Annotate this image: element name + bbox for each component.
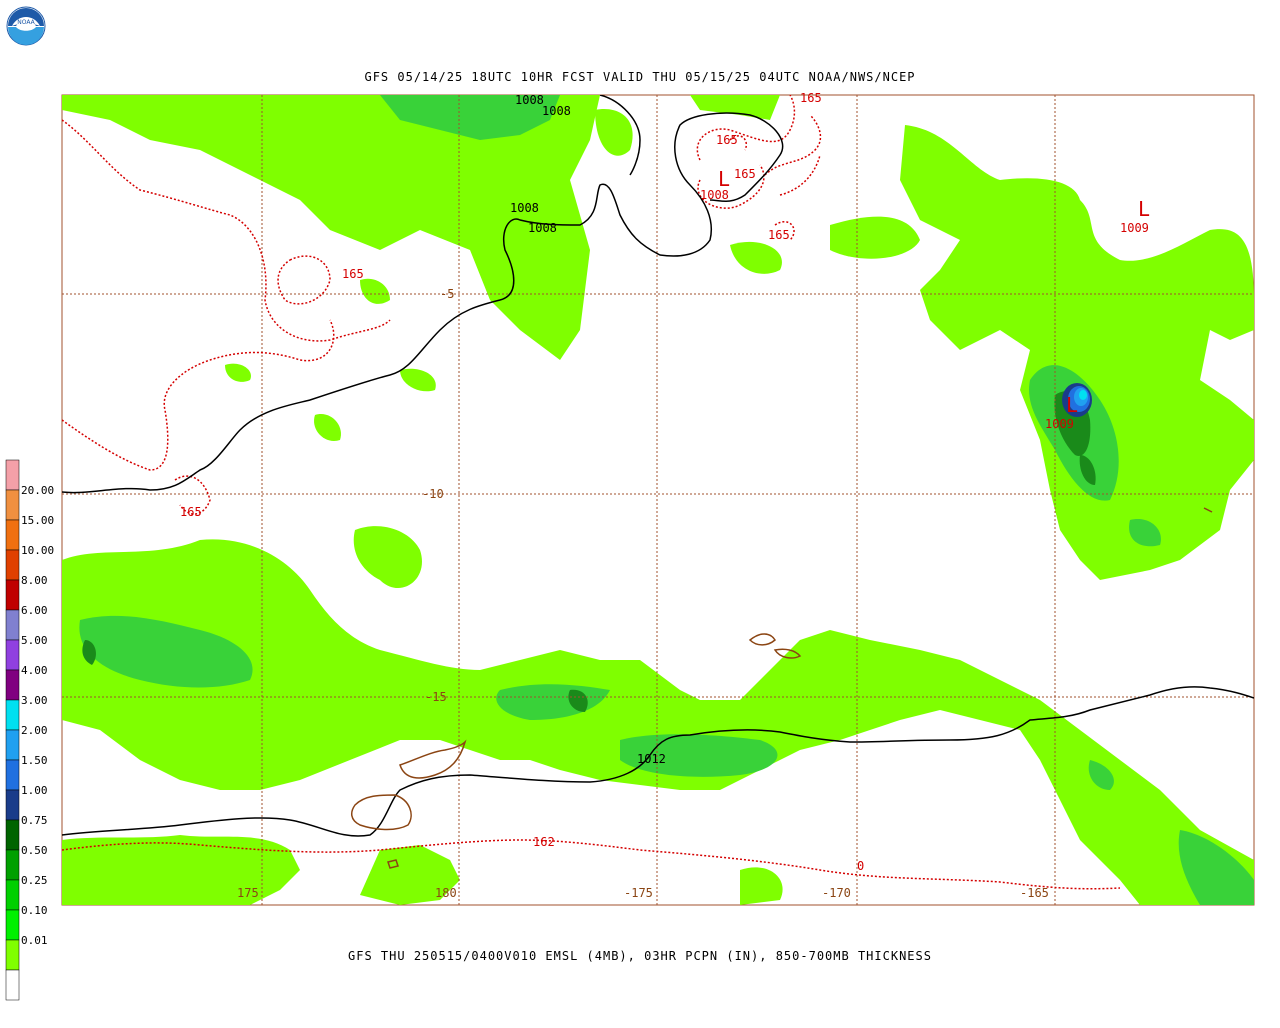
- legend-swatch: [5, 489, 20, 521]
- lat-lon-grid: [62, 95, 1254, 905]
- precip-light-area: [62, 95, 1254, 905]
- legend-swatch: [5, 549, 20, 581]
- legend-label: 0.50: [21, 844, 48, 857]
- chart-footer-title: GFS THU 250515/0400V010 EMSL (4MB), 03HR…: [348, 949, 932, 963]
- legend-swatch: [5, 969, 20, 1001]
- legend-swatch: [5, 639, 20, 671]
- legend-label: 6.00: [21, 604, 48, 617]
- low-pressure-value: 1009: [1045, 417, 1074, 431]
- legend-swatch: [5, 579, 20, 611]
- legend-label: 1.50: [21, 754, 48, 767]
- legend-swatch: [5, 759, 20, 791]
- low-pressure-marker: L: [1066, 393, 1078, 417]
- low-pressure-value: 1009: [1120, 221, 1149, 235]
- legend-label: 1.00: [21, 784, 48, 797]
- thickness-label: 165: [716, 133, 738, 147]
- low-pressure-value: 1008: [700, 188, 729, 202]
- legend-swatch: [5, 459, 20, 491]
- coastlines: [350, 507, 1213, 869]
- legend-label: 8.00: [21, 574, 48, 587]
- map-labels: -5 -10 -15 175 180 -175 -170 -165 1008 1…: [180, 91, 1150, 900]
- noaa-logo: NOAA: [6, 6, 46, 46]
- precip-legend: 20.00 15.00 10.00 8.00 6.00 5.00 4.00 3.00 2.00 1…: [5, 459, 54, 1001]
- legend-swatch: [5, 669, 20, 701]
- lat-label: -5: [440, 287, 454, 301]
- lat-label: -10: [422, 487, 444, 501]
- thickness-label: 165: [800, 91, 822, 105]
- legend-swatch: [5, 609, 20, 641]
- legend-label: 4.00: [21, 664, 48, 677]
- lon-label: -170: [822, 886, 851, 900]
- precip-mid-area: [79, 95, 1254, 905]
- legend-label: 3.00: [21, 694, 48, 707]
- thickness-label: 165: [734, 167, 756, 181]
- isobar-label: 1008: [515, 93, 544, 107]
- lon-label: -165: [1020, 886, 1049, 900]
- low-pressure-marker: L: [718, 167, 730, 191]
- legend-swatch: [5, 819, 20, 851]
- thickness-label: 165: [342, 267, 364, 281]
- legend-swatch: [5, 729, 20, 761]
- isobar-label: 1008: [542, 104, 571, 118]
- legend-label: 0.01: [21, 934, 48, 947]
- thickness-label: 0: [857, 859, 864, 873]
- legend-swatch: [5, 699, 20, 731]
- legend-swatch: [5, 789, 20, 821]
- low-pressure-marker: L: [1138, 197, 1150, 221]
- lon-label: 180: [435, 886, 457, 900]
- thickness-label: 165: [768, 228, 790, 242]
- legend-label: 2.00: [21, 724, 48, 737]
- chart-header-title: GFS 05/14/25 18UTC 10HR FCST VALID THU 0…: [364, 70, 916, 84]
- isobar-contours: [62, 95, 1254, 837]
- lon-label: 175: [237, 886, 259, 900]
- svg-text:NOAA: NOAA: [17, 19, 35, 26]
- lat-label: -15: [425, 690, 447, 704]
- isobar-label: 1008: [510, 201, 539, 215]
- thickness-contours: [62, 95, 1121, 890]
- isobar-label: 1008: [528, 221, 557, 235]
- precip-heavy-core: [1062, 383, 1092, 417]
- legend-label: 10.00: [21, 544, 54, 557]
- legend-label: 0.25: [21, 874, 48, 887]
- legend-label: 0.75: [21, 814, 48, 827]
- legend-label: 20.00: [21, 484, 54, 497]
- legend-swatch: [5, 909, 20, 941]
- thickness-label: 162: [533, 835, 555, 849]
- legend-swatch: [5, 849, 20, 881]
- lon-label: -175: [624, 886, 653, 900]
- legend-label: 5.00: [21, 634, 48, 647]
- thickness-label: 165: [180, 505, 202, 519]
- legend-label: 15.00: [21, 514, 54, 527]
- legend-swatch: [5, 519, 20, 551]
- isobar-label: 1012: [637, 752, 666, 766]
- legend-label: 0.10: [21, 904, 48, 917]
- legend-swatch: [5, 879, 20, 911]
